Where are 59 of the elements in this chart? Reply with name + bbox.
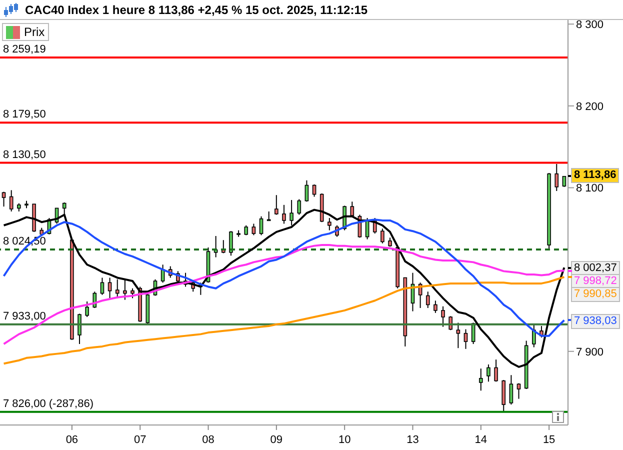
x-tick-label: 07: [134, 434, 146, 446]
x-tick-label: 15: [542, 434, 556, 446]
text: 8 113,86: [574, 169, 616, 182]
y-tick-label: 8 200: [576, 100, 604, 113]
candlestick: [502, 380, 506, 412]
x-tick-label: 14: [474, 434, 488, 446]
candlestick: [282, 204, 286, 224]
candlestick: [78, 313, 82, 344]
candlestick: [486, 364, 490, 382]
data-label: 8 002,37: [571, 261, 620, 276]
data-label: 7 938,03: [571, 314, 620, 329]
ref-line-label: 8 259,19: [3, 43, 46, 56]
data-label: 7 990,85: [571, 287, 620, 302]
candlestick: [100, 277, 104, 296]
candlestick: [509, 374, 514, 406]
ref-line-label: 8 130,50: [3, 148, 46, 161]
text: Prix: [24, 25, 45, 39]
candlestick: [85, 300, 89, 318]
candlestick: [123, 278, 127, 300]
candlestick: [2, 191, 6, 208]
candlestick: [532, 324, 536, 348]
y-tick-label: 8 100: [576, 182, 604, 195]
y-tick-label: 8 300: [576, 18, 604, 31]
line-series: [2, 276, 566, 365]
candlestick: [108, 277, 112, 299]
candlestick: [562, 176, 566, 188]
candlestick: [9, 190, 14, 212]
y-tick-label: 7 900: [576, 346, 604, 358]
x-tick-label: 06: [66, 434, 78, 446]
candlestick: [297, 198, 302, 216]
x-tick-label: 08: [202, 434, 214, 446]
candlestick: [312, 184, 316, 198]
ref-line-label: 7 826,00 (-287,86): [3, 398, 94, 410]
candlestick: [426, 291, 430, 308]
x-tick-label: 10: [338, 434, 351, 446]
candlestick: [464, 328, 468, 350]
candlestick: [434, 300, 438, 314]
line-series: [2, 244, 566, 345]
candlestick: [516, 382, 521, 400]
data-label: 7 998,72: [571, 274, 620, 290]
ref-line-label: 7 933,00: [3, 310, 46, 322]
candlestick: [328, 218, 332, 231]
candlestick: [304, 180, 309, 202]
candlestick: [229, 230, 233, 256]
x-tick-label: 13: [406, 434, 419, 446]
candlestick: [115, 278, 120, 299]
candlestick: [130, 288, 134, 299]
x-tick-label: 09: [270, 434, 283, 446]
candlestick: [554, 164, 559, 192]
candlestick: [478, 368, 483, 392]
candlestick: [380, 228, 384, 244]
candlestick: [441, 306, 445, 328]
candlestick: [494, 359, 498, 382]
candlestick: [456, 322, 460, 349]
candlestick: [274, 194, 278, 216]
ref-line-label: 8 179,50: [3, 108, 46, 121]
candlestick: [259, 216, 264, 236]
candlestick: [252, 223, 256, 236]
chart-title: CAC40 Index 1 heure 8 113,86 +2,45 % 15 oct. 2025, 11:12:15: [25, 2, 368, 16]
